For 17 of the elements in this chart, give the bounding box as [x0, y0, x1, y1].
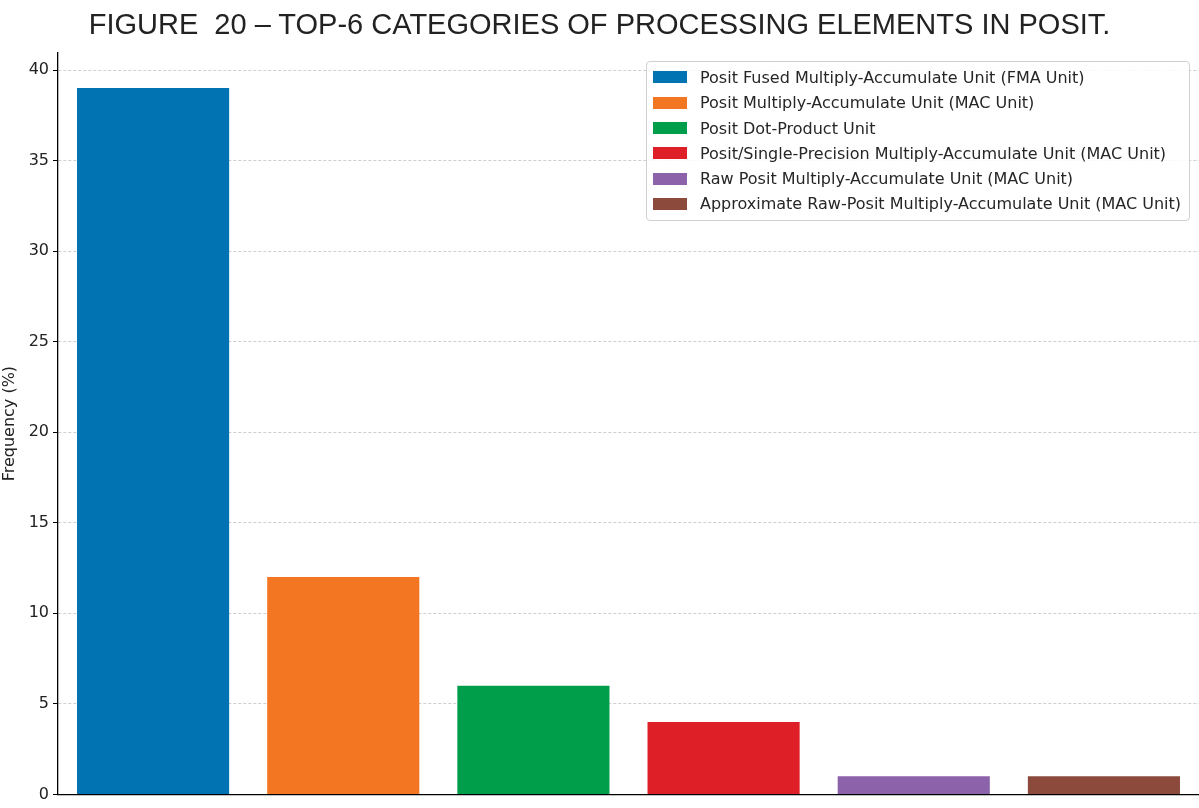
legend-label: Raw Posit Multiply-Accumulate Unit (MAC Unit) [700, 169, 1074, 189]
y-tick-label: 10 [28, 602, 49, 622]
y-tick-label: 5 [38, 693, 49, 713]
legend-label: Posit Fused Multiply-Accumulate Unit (FMA Unit) [700, 67, 1085, 87]
y-tick-label: 35 [28, 149, 49, 169]
chart-title: FIGURE 20 – TOP-6 CATEGORIES OF PROCESSING ELEMENTS IN POSIT. [88, 8, 1111, 41]
legend-label: Posit Multiply-Accumulate Unit (MAC Unit) [700, 93, 1035, 113]
legend-label: Posit/Single-Precision Multiply-Accumulate Unit (MAC Unit) [700, 143, 1167, 163]
y-axis-title: Frequency (%) [0, 365, 18, 482]
y-tick-label: 0 [38, 783, 49, 803]
y-tick-label: 40 [28, 59, 49, 79]
legend-label: Posit Dot-Product Unit [700, 118, 876, 138]
legend-label: Approximate Raw-Posit Multiply-Accumulate Unit (MAC Unit) [700, 194, 1182, 214]
y-tick-label: 20 [28, 421, 49, 441]
y-tick-label: 25 [28, 330, 49, 350]
y-tick-label: 15 [28, 511, 49, 531]
y-tick-label: 30 [28, 240, 49, 260]
